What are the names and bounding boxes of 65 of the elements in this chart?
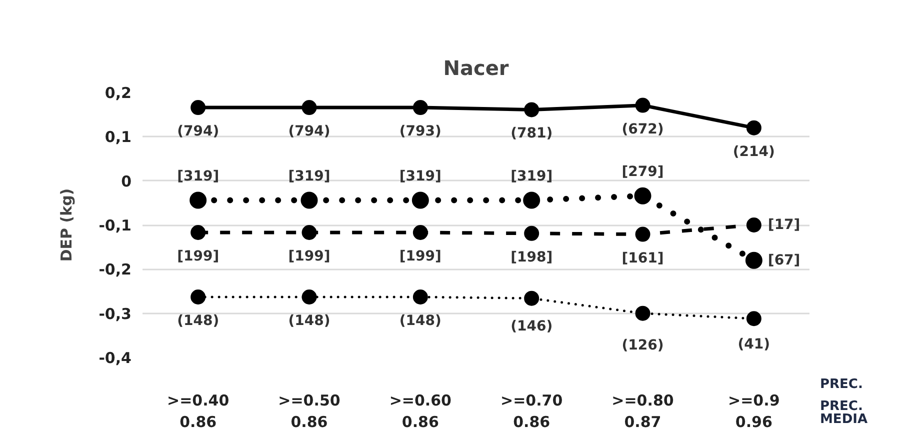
y-tick-label: -0,3 <box>98 304 132 323</box>
annotation: (214) <box>732 144 775 160</box>
point <box>190 290 206 304</box>
point <box>635 306 650 321</box>
y-tick-label: -0,1 <box>98 216 132 234</box>
annotation: [279] <box>622 164 664 180</box>
annotation: [17] <box>768 217 800 233</box>
point <box>412 192 429 209</box>
y-tick-label: -0,2 <box>98 260 132 279</box>
annotation: (126) <box>622 337 664 354</box>
annotation: (793) <box>399 124 442 140</box>
point <box>745 252 762 269</box>
x-tick-label: >=0.50 0.86 <box>278 392 340 432</box>
annotation: [199] <box>288 248 330 265</box>
point <box>412 290 428 304</box>
chart-title: Nacer <box>443 56 509 80</box>
annotation: [198] <box>510 249 553 266</box>
point <box>746 120 762 136</box>
point <box>190 100 206 116</box>
y-tick-label: 0,1 <box>104 128 132 146</box>
point <box>412 225 428 240</box>
point <box>302 100 317 116</box>
point <box>190 225 206 240</box>
point <box>190 192 207 209</box>
annotation: (148) <box>288 312 330 329</box>
point <box>746 311 762 326</box>
y-tick-label: 0,2 <box>104 84 132 102</box>
annotation: (794) <box>288 124 330 140</box>
point <box>524 226 540 241</box>
annotation: [319] <box>510 168 553 184</box>
y-tick-label: -0,4 <box>98 349 132 367</box>
point <box>524 290 540 306</box>
point <box>302 225 317 240</box>
annotation: [161] <box>622 250 664 266</box>
annotation: (781) <box>510 126 553 142</box>
point <box>302 290 317 304</box>
point <box>635 226 650 242</box>
point <box>524 102 540 118</box>
annotation: (148) <box>399 312 442 329</box>
text: PREC. <box>820 377 863 392</box>
annotation: [319] <box>288 168 330 184</box>
x-tick-label: >=0.70 0.86 <box>500 392 563 432</box>
y-axis-title: DEP (kg) <box>58 188 76 262</box>
annotation: (146) <box>510 318 553 334</box>
x-tick-label: >=0.40 0.86 <box>167 392 230 432</box>
point <box>300 192 318 209</box>
x-tick-label: >=0.9 0.96 <box>728 392 780 432</box>
x-tick-label: >=0.80 0.87 <box>612 392 674 432</box>
annotation: (41) <box>738 336 770 353</box>
y-tick-label: 0 <box>121 172 132 190</box>
annotation: (794) <box>177 124 220 140</box>
annotation: (148) <box>177 312 220 329</box>
annotation: [67] <box>768 252 800 268</box>
annotation: [199] <box>399 248 442 265</box>
point <box>523 192 540 209</box>
point <box>634 187 652 204</box>
annotation: [199] <box>177 248 220 265</box>
annotation: (672) <box>622 121 664 138</box>
point <box>412 100 428 116</box>
point <box>635 98 650 113</box>
point <box>746 218 762 232</box>
annotation: [319] <box>177 168 220 184</box>
annotation: [319] <box>399 168 442 184</box>
text: PREC. MEDIA <box>820 399 868 427</box>
x-tick-label: >=0.60 0.86 <box>389 392 452 432</box>
